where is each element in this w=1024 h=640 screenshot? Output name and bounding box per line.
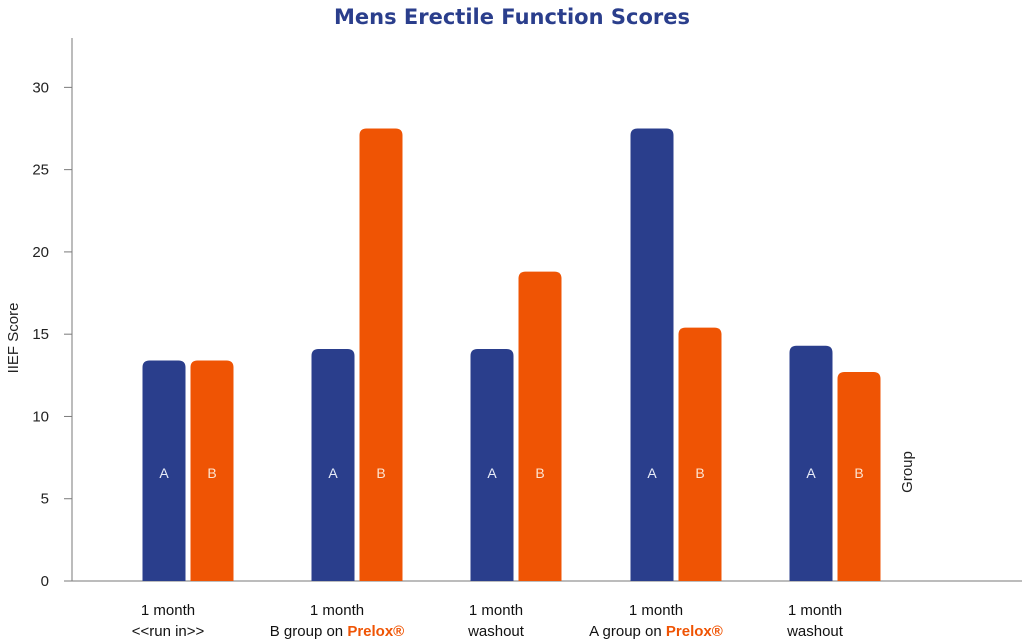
y-axis-title: IIEF Score [5, 303, 22, 374]
category-label-line2: washout [786, 623, 844, 640]
bar-b [518, 271, 562, 581]
category-label-line2: A group on Prelox® [589, 623, 723, 640]
bar-series-label: B [376, 465, 385, 481]
y-tick-label: 25 [32, 162, 49, 179]
bar-series-label: A [647, 465, 657, 481]
y-tick-label: 10 [32, 408, 49, 425]
chart-title: Mens Erectile Function Scores [334, 5, 690, 29]
bar-series-label: A [328, 465, 338, 481]
bar-series-label: B [854, 465, 863, 481]
bar-series-label: A [487, 465, 497, 481]
bar-series-label: B [695, 465, 704, 481]
bars [142, 128, 881, 581]
category-label-line2: washout [467, 623, 525, 640]
bar-a [789, 345, 833, 581]
y-tick-label: 5 [41, 491, 49, 508]
bar-series-label: A [806, 465, 816, 481]
bar-b [837, 372, 881, 581]
bar-a [470, 348, 514, 581]
y-tick-label: 15 [32, 326, 49, 343]
bar-series-label: A [159, 465, 169, 481]
category-labels: 1 month <<run in>> 1 month B group on Prelo… [132, 602, 844, 640]
product-name-highlight: Prelox® [347, 623, 404, 640]
category-label-line1: 1 month [469, 602, 523, 619]
category-label-line1: 1 month [788, 602, 842, 619]
category-label-line1: 1 month [629, 602, 683, 619]
bar-b [678, 327, 722, 581]
bar-b [190, 360, 234, 581]
bar-a [630, 128, 674, 581]
bar-b [359, 128, 403, 581]
product-name-highlight: Prelox® [666, 623, 723, 640]
legend-title: Group [899, 451, 916, 493]
bar-series-label: B [535, 465, 544, 481]
category-label-line1: 1 month [310, 602, 364, 619]
bar-series-label: B [207, 465, 216, 481]
category-label-line1: 1 month [141, 602, 195, 619]
bar-a [311, 348, 355, 581]
y-tick-label: 30 [32, 79, 49, 96]
y-tick-label: 0 [41, 573, 49, 590]
y-axis-ticks: 0 5 10 15 20 25 30 [32, 79, 72, 590]
category-label-line2: B group on Prelox® [270, 623, 404, 640]
category-label-line2: <<run in>> [132, 623, 205, 640]
y-tick-label: 20 [32, 244, 49, 261]
bar-a [142, 360, 186, 581]
